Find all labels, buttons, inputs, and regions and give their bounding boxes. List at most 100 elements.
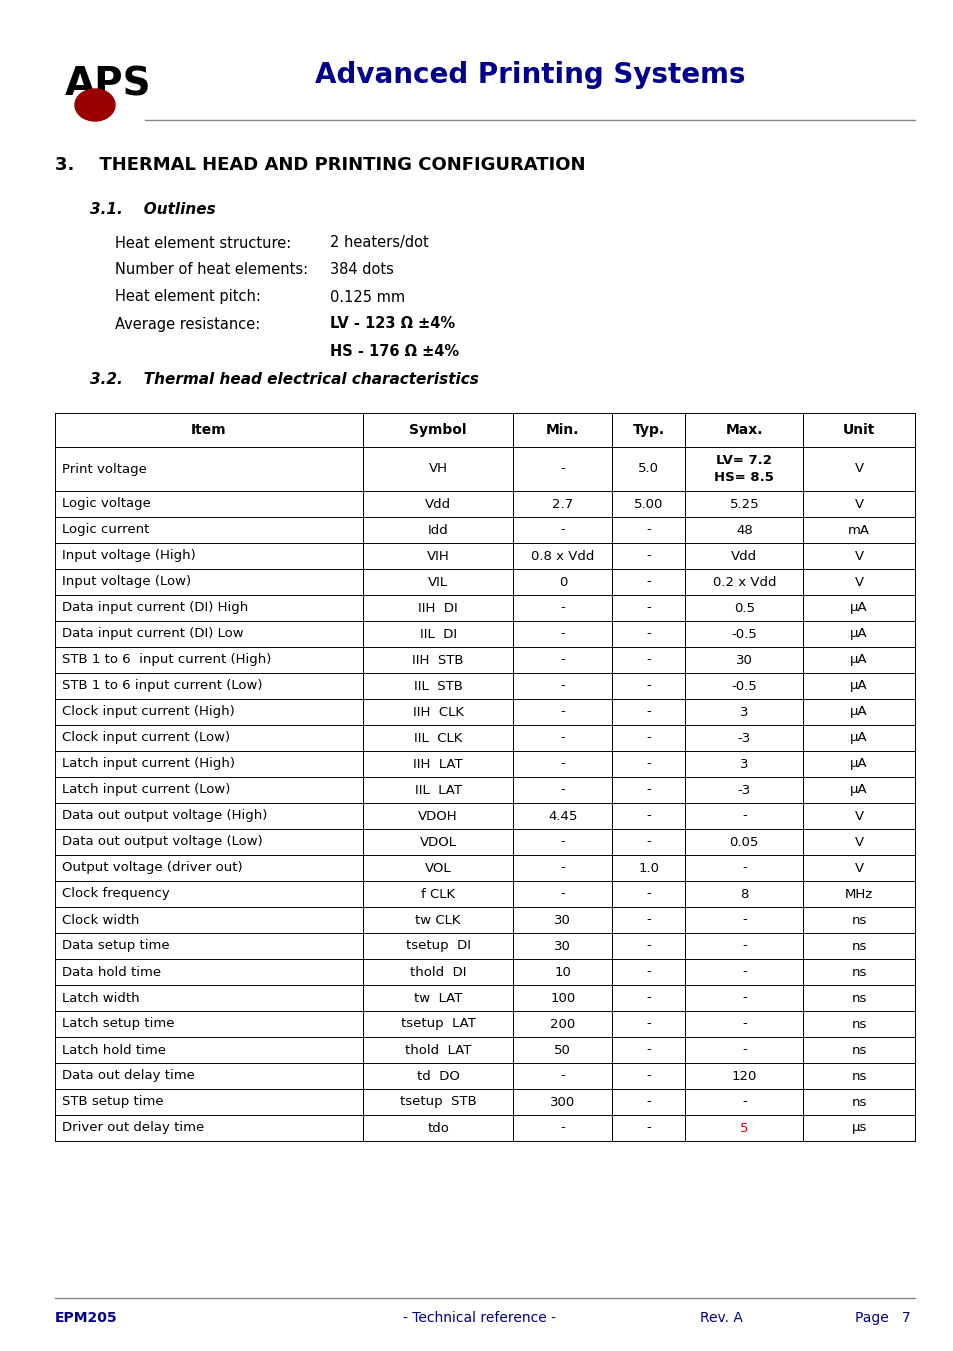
Text: μA: μA <box>849 601 867 615</box>
Text: 0.05: 0.05 <box>729 835 759 848</box>
Text: μs: μs <box>850 1121 866 1135</box>
Text: μA: μA <box>849 705 867 719</box>
Text: 5.0: 5.0 <box>638 462 659 476</box>
Text: μA: μA <box>849 680 867 693</box>
Text: LV - 123 Ω ±4%: LV - 123 Ω ±4% <box>330 316 455 331</box>
Text: Typ.: Typ. <box>632 423 664 436</box>
Text: -: - <box>646 835 651 848</box>
Text: mA: mA <box>847 523 869 536</box>
Text: IIL  DI: IIL DI <box>419 627 456 640</box>
Text: V: V <box>854 862 862 874</box>
Text: -: - <box>741 862 746 874</box>
Text: Latch setup time: Latch setup time <box>62 1017 174 1031</box>
Text: STB 1 to 6 input current (Low): STB 1 to 6 input current (Low) <box>62 680 262 693</box>
Text: VDOL: VDOL <box>419 835 456 848</box>
Text: μA: μA <box>849 654 867 666</box>
Text: Vdd: Vdd <box>425 497 451 511</box>
Text: V: V <box>854 462 862 476</box>
Text: Heat element structure:: Heat element structure: <box>115 235 291 250</box>
Text: Vdd: Vdd <box>730 550 757 562</box>
Text: Data out output voltage (High): Data out output voltage (High) <box>62 809 267 823</box>
Text: tsetup  LAT: tsetup LAT <box>400 1017 475 1031</box>
Text: -: - <box>559 523 564 536</box>
Text: Symbol: Symbol <box>409 423 466 436</box>
Text: Clock input current (High): Clock input current (High) <box>62 705 234 719</box>
Text: VDOH: VDOH <box>417 809 457 823</box>
Text: HS= 8.5: HS= 8.5 <box>714 471 774 484</box>
Text: Latch input current (Low): Latch input current (Low) <box>62 784 230 797</box>
Text: IIH  LAT: IIH LAT <box>413 758 462 770</box>
Text: -: - <box>741 913 746 927</box>
Text: -: - <box>646 939 651 952</box>
Text: -3: -3 <box>737 731 750 744</box>
Text: 30: 30 <box>554 913 571 927</box>
Text: -: - <box>646 888 651 901</box>
Text: Page   7: Page 7 <box>854 1310 910 1325</box>
Text: -: - <box>646 576 651 589</box>
Text: tsetup  DI: tsetup DI <box>405 939 470 952</box>
Text: μA: μA <box>849 784 867 797</box>
Text: Logic voltage: Logic voltage <box>62 497 151 511</box>
Text: 30: 30 <box>735 654 752 666</box>
Text: -: - <box>646 758 651 770</box>
Text: VOL: VOL <box>424 862 451 874</box>
Text: -: - <box>646 966 651 978</box>
Text: ns: ns <box>850 1017 866 1031</box>
Text: Clock frequency: Clock frequency <box>62 888 170 901</box>
Text: -3: -3 <box>737 784 750 797</box>
Text: EPM205: EPM205 <box>55 1310 117 1325</box>
Text: Advanced Printing Systems: Advanced Printing Systems <box>314 61 744 89</box>
Text: Data input current (DI) High: Data input current (DI) High <box>62 601 248 615</box>
Text: APS: APS <box>65 66 152 104</box>
Text: 3.    THERMAL HEAD AND PRINTING CONFIGURATION: 3. THERMAL HEAD AND PRINTING CONFIGURATI… <box>55 155 585 174</box>
Text: ns: ns <box>850 1070 866 1082</box>
Text: 8: 8 <box>740 888 748 901</box>
Text: STB 1 to 6  input current (High): STB 1 to 6 input current (High) <box>62 654 271 666</box>
Text: 0.5: 0.5 <box>733 601 754 615</box>
Text: - Technical reference -: - Technical reference - <box>403 1310 556 1325</box>
Ellipse shape <box>75 89 115 122</box>
Text: Latch hold time: Latch hold time <box>62 1043 166 1056</box>
Text: -: - <box>559 705 564 719</box>
Text: -: - <box>741 939 746 952</box>
Text: -: - <box>741 1043 746 1056</box>
Text: 3: 3 <box>740 705 748 719</box>
Text: Clock input current (Low): Clock input current (Low) <box>62 731 230 744</box>
Text: -0.5: -0.5 <box>731 680 757 693</box>
Text: IIH  DI: IIH DI <box>417 601 457 615</box>
Text: 0.125 mm: 0.125 mm <box>330 289 405 304</box>
Text: -: - <box>741 992 746 1005</box>
Text: μA: μA <box>849 731 867 744</box>
Text: 48: 48 <box>735 523 752 536</box>
Text: ns: ns <box>850 966 866 978</box>
Text: -: - <box>741 1096 746 1109</box>
Text: -: - <box>646 1017 651 1031</box>
Text: Unit: Unit <box>842 423 874 436</box>
Text: -: - <box>559 601 564 615</box>
Text: IIH  CLK: IIH CLK <box>413 705 463 719</box>
Text: -: - <box>559 784 564 797</box>
Text: 30: 30 <box>554 939 571 952</box>
Text: IIL  LAT: IIL LAT <box>415 784 461 797</box>
Text: -: - <box>646 1096 651 1109</box>
Text: Data out output voltage (Low): Data out output voltage (Low) <box>62 835 262 848</box>
Text: -: - <box>646 784 651 797</box>
Text: -: - <box>646 731 651 744</box>
Text: ns: ns <box>850 992 866 1005</box>
Text: Clock width: Clock width <box>62 913 139 927</box>
Text: -: - <box>559 888 564 901</box>
Text: IIL  STB: IIL STB <box>414 680 462 693</box>
Text: 3.1.    Outlines: 3.1. Outlines <box>90 203 215 218</box>
Text: -: - <box>646 601 651 615</box>
Text: -: - <box>559 654 564 666</box>
Text: 300: 300 <box>550 1096 575 1109</box>
Text: 3.2.    Thermal head electrical characteristics: 3.2. Thermal head electrical characteris… <box>90 373 478 388</box>
Text: -: - <box>646 1121 651 1135</box>
Text: 5: 5 <box>740 1121 748 1135</box>
Text: ns: ns <box>850 1043 866 1056</box>
Text: -: - <box>741 966 746 978</box>
Text: Latch width: Latch width <box>62 992 139 1005</box>
Text: V: V <box>854 835 862 848</box>
Text: 384 dots: 384 dots <box>330 262 394 277</box>
Text: μA: μA <box>849 758 867 770</box>
